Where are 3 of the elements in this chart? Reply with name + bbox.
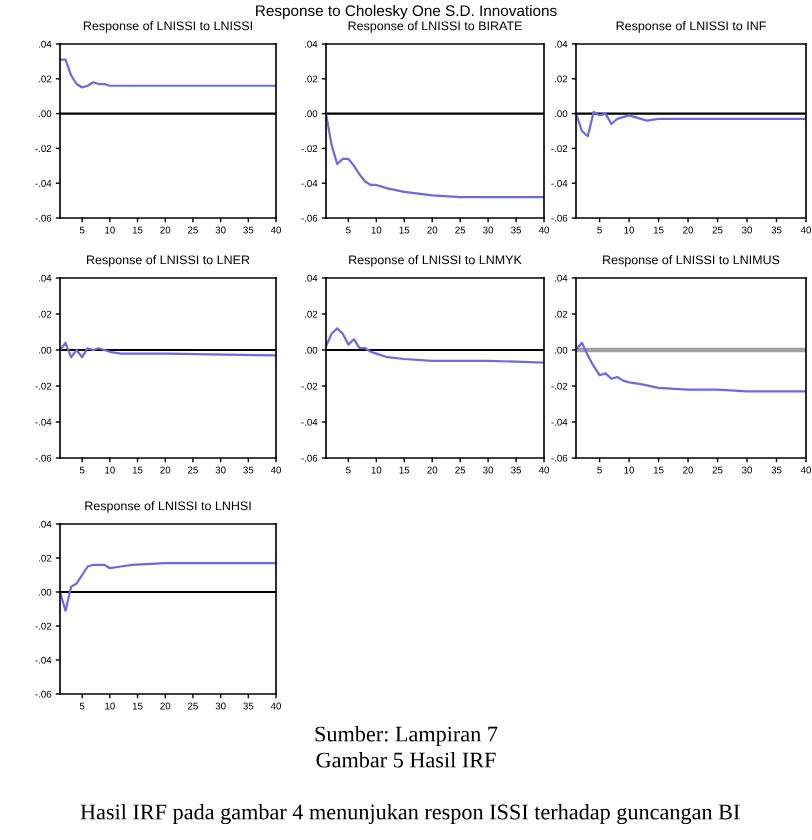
text: Hasil IRF pada gambar 4 menunjukan respon ISSI terhadap guncangan BI (80, 803, 740, 825)
text: Sumber: Lampiran 7 (315, 725, 498, 747)
text: Gambar 5 Hasil IRF (316, 751, 496, 768)
